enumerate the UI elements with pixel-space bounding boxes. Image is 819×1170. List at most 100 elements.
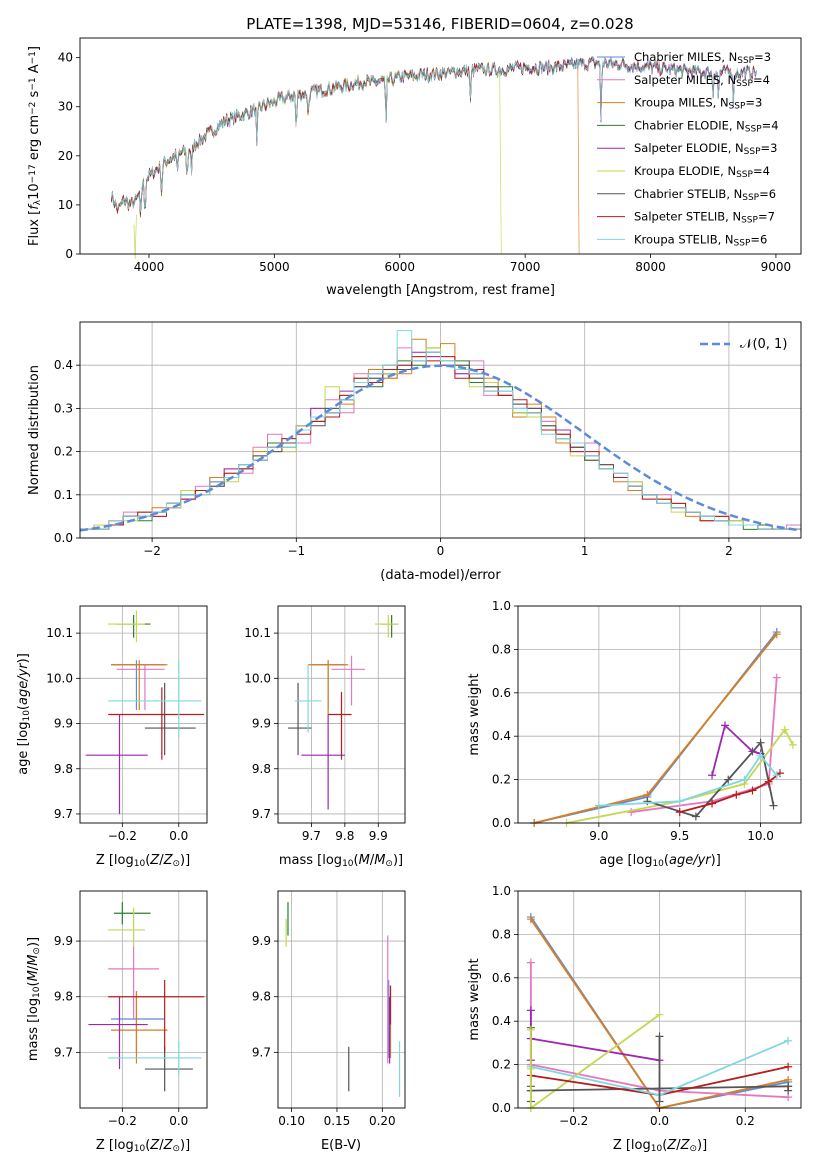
label-segment: A [27, 64, 42, 77]
weight-marker [655, 1097, 664, 1106]
label-segment: ⊙ [689, 1144, 697, 1154]
label-segment: Kroupa STELIB, N [634, 232, 734, 246]
x-tick-label: 9.9 [369, 829, 388, 843]
label-segment: Z [log [96, 853, 134, 868]
y-tick-label: 9.7 [54, 807, 73, 821]
label-segment: M [359, 853, 370, 868]
y-tick-label: 30 [58, 100, 73, 114]
y-tick-label: 0.6 [492, 971, 511, 985]
legend-label: Chabrier ELODIE, NSSP=4 [634, 118, 779, 134]
x-tick-label: 9.8 [335, 829, 354, 843]
x-tick-label: −0.2 [108, 829, 137, 843]
label-segment: =3 [745, 96, 762, 110]
label-segment: ⊙ [385, 859, 393, 869]
x-axis-label: Z [log10(Z/Z⊙)] [96, 853, 190, 869]
y-tick-label: 0.6 [492, 686, 511, 700]
weight-marker [788, 740, 797, 749]
label-segment: s [27, 90, 42, 101]
label-segment: M [26, 970, 41, 981]
label-segment: −2 [28, 102, 38, 115]
label-segment: ( [26, 981, 41, 986]
weight-marker [526, 1025, 535, 1034]
axes-frame [79, 37, 802, 255]
residuals-legend: 𝒩(0, 1) [700, 337, 787, 352]
label-segment: )] [180, 853, 190, 868]
y-tick-label: 0.0 [492, 1101, 511, 1115]
label-segment: Z [163, 1138, 174, 1153]
y-tick-label: 0.8 [492, 927, 511, 941]
label-segment: Chabrier STELIB, N [634, 187, 742, 201]
y-tick-label: 1.0 [492, 884, 511, 898]
label-segment: f [27, 203, 42, 210]
grid [278, 891, 405, 1108]
gaussian-legend-label: 𝒩(0, 1) [740, 337, 787, 352]
weight-marker [526, 915, 535, 924]
label-segment: SSP [744, 147, 761, 157]
label-segment: SSP [741, 216, 758, 226]
weight-marker [594, 801, 603, 810]
label-segment: ⊙ [32, 947, 42, 955]
label-segment: Salpeter STELIB, N [634, 210, 741, 224]
spectrum-series-lines [110, 55, 757, 259]
weight-marker [784, 1086, 793, 1095]
label-segment: )] [697, 1138, 707, 1153]
x-axis-label: E(B-V) [321, 1138, 361, 1153]
label-segment: Salpeter MILES, N [634, 73, 736, 87]
weight-line [631, 677, 778, 813]
weight-marker [655, 1084, 664, 1093]
axes: −0.2 0.09.79.89.9Z [log10(Z/Z⊙)]mass [log… [26, 890, 208, 1154]
x-tick-label: 1 [581, 544, 589, 558]
label-segment: ( [354, 853, 359, 868]
legend-label: Salpeter MILES, NSSP=4 [634, 73, 770, 89]
label-segment: 10 [342, 859, 354, 869]
label-segment: ( [662, 1138, 667, 1153]
axes-frame [79, 605, 208, 824]
y-tick-label: 0.2 [54, 445, 73, 459]
age-vs-metallicity-panel: −0.2 0.09.79.89.910.010.1Z [log10(Z/Z⊙)]a… [16, 605, 208, 869]
label-segment: Z [680, 1138, 691, 1153]
histogram-step [80, 330, 801, 530]
axes-frame [79, 890, 208, 1109]
weight-marker [675, 808, 684, 817]
label-segment: SSP [745, 125, 762, 135]
y-tick-label: 10.0 [46, 671, 73, 685]
label-segment: Z [163, 853, 174, 868]
weight-marker [526, 1006, 535, 1015]
weight-marker [756, 738, 765, 747]
label-segment: 10 [651, 1144, 663, 1154]
label-segment: ⊙ [172, 1144, 180, 1154]
x-tick-label: 0 [437, 544, 445, 558]
x-tick-label: 9.0 [589, 829, 608, 843]
y-tick-label: 10 [58, 198, 73, 212]
label-segment: 10 [134, 859, 146, 869]
label-segment: / [676, 1138, 681, 1153]
label-segment: −1 [28, 77, 38, 90]
label-segment: Salpeter ELODIE, N [634, 141, 744, 155]
label-segment: Chabrier MILES, N [634, 50, 737, 64]
residuals-panel: −2 −1 0 1 2 0.0 0.1 0.2 0.3 0.4 (data-model)/error… [27, 321, 802, 583]
axes: −0.2 0.09.79.89.910.010.1Z [log10(Z/Z⊙)]a… [16, 605, 208, 869]
label-segment: )] [180, 1138, 190, 1153]
x-tick-label: 0.0 [169, 829, 188, 843]
weight-marker [708, 771, 717, 780]
y-tick-label: 0.0 [492, 816, 511, 830]
weight-marker [675, 797, 684, 806]
label-segment: SSP [729, 102, 746, 112]
x-tick-label: 9.5 [670, 829, 689, 843]
weight-line [533, 633, 778, 824]
x-tick-label: −2 [143, 544, 161, 558]
legend-label: Kroupa ELODIE, NSSP=4 [634, 164, 770, 180]
residuals-y-label: Normed distribution [27, 365, 42, 495]
weight-marker [740, 775, 749, 784]
residuals-histograms [79, 330, 802, 532]
axes-frame [277, 605, 406, 824]
spectrum-x-label: wavelength [Angstrom, rest frame] [326, 283, 555, 298]
label-segment: ( [145, 1138, 150, 1153]
label-segment: )] [26, 937, 41, 947]
figure-title: PLATE=1398, MJD=53146, FIBERID=0604, z=0… [246, 15, 633, 33]
label-segment: / [159, 853, 164, 868]
weight-marker [724, 775, 733, 784]
label-segment: )] [393, 853, 403, 868]
label-segment: Z [149, 853, 160, 868]
label-segment: −1 [28, 51, 38, 64]
